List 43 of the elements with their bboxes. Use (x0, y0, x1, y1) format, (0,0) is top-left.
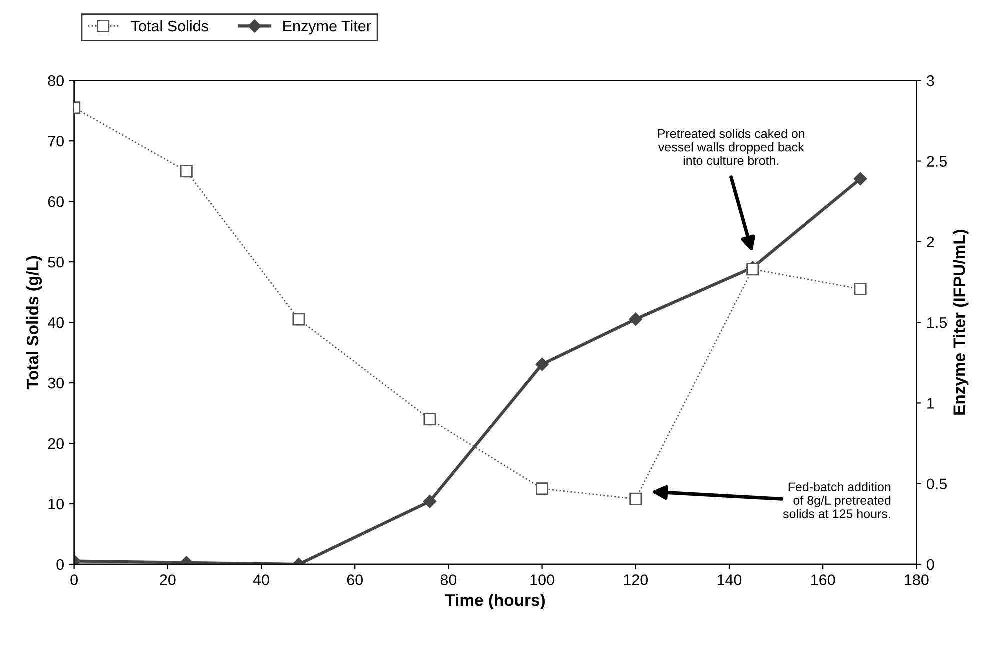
legend-label: Total Solids (131, 20, 208, 32)
y-tick-label: 10 (48, 498, 64, 510)
y2-tick-label: 2.5 (927, 156, 947, 167)
point (423, 494, 437, 508)
y2-tick-label: 1.5 (928, 318, 947, 328)
y-tick-label: 40 (48, 317, 64, 328)
x-tick-label: 140 (718, 574, 742, 586)
x-tick-label: 120 (624, 574, 648, 586)
point (180, 165, 193, 178)
point (536, 482, 549, 496)
x-axis-title: Time (hours) (445, 594, 545, 610)
x-tick-label: 60 (347, 574, 364, 586)
point (746, 263, 760, 276)
x-tick-label: 20 (160, 574, 176, 586)
x-tick-label: 80 (440, 574, 457, 586)
y2-tick-label: 0 (926, 559, 934, 570)
point (629, 312, 642, 326)
x-tick-label: 180 (905, 574, 929, 586)
point (854, 172, 868, 186)
point (292, 313, 306, 326)
y2-tick-label: 1 (928, 398, 934, 409)
y2-tick-label: 3 (926, 76, 934, 86)
annotation: Fed-batch addition of 8g/L pretreated solids at 125 hours. (783, 482, 891, 518)
x-tick-label: 160 (812, 574, 836, 586)
y2-axis-title: Enzyme Titer (IFPU/mL) (953, 230, 969, 415)
y-tick-label: 20 (48, 438, 64, 450)
y-axis-title: Total Solids (g/L) (26, 256, 42, 390)
x-tick-label: 100 (530, 574, 554, 586)
x-tick-label: 0 (70, 574, 78, 586)
y-tick-label: 80 (48, 76, 64, 86)
annotation: Pretreated solids caked on vessel walls dropped back into culture broth. (658, 129, 805, 166)
y2-tick-label: 0.5 (926, 478, 947, 490)
y-tick-label: 30 (48, 378, 64, 389)
point (424, 413, 436, 426)
y-tick-label: 60 (48, 196, 64, 208)
y-tick-label: 0 (56, 559, 64, 570)
legend-label: Enzyme Titer (284, 20, 372, 35)
x-tick-label: 40 (253, 574, 270, 586)
y-tick-label: 50 (48, 256, 64, 268)
point (536, 358, 549, 372)
point (630, 492, 642, 506)
y2-tick-label: 2 (927, 236, 934, 248)
y-tick-label: 70 (48, 136, 64, 147)
